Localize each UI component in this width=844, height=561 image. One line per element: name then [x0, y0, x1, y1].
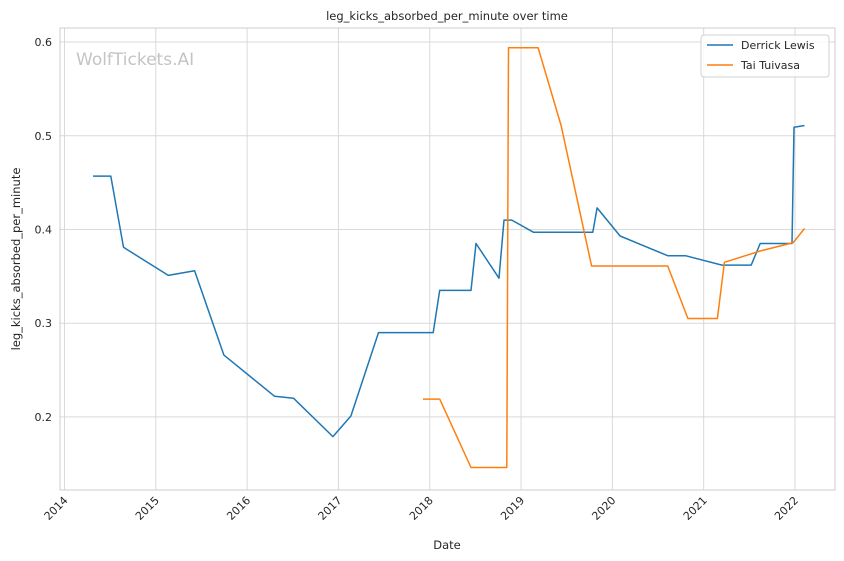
series-line-derrick-lewis: [93, 124, 805, 438]
y-tick-label: 0.5: [35, 130, 53, 143]
series-line-tai-tuivasa: [423, 46, 806, 469]
legend-label-derrick-lewis: Derrick Lewis: [741, 39, 815, 52]
legend-label-tai-tuivasa: Tai Tuivasa: [740, 59, 800, 72]
legend: Derrick Lewis Tai Tuivasa: [700, 34, 830, 78]
watermark: WolfTickets.AI: [76, 50, 194, 70]
y-tick-label: 0.2: [35, 411, 53, 424]
plot-frame: [59, 27, 836, 491]
y-axis-label: leg_kicks_absorbed_per_minute: [9, 168, 23, 351]
y-tick-label: 0.3: [35, 317, 53, 330]
chart-title: leg_kicks_absorbed_per_minute over time: [326, 9, 568, 23]
series-lines: [93, 46, 806, 469]
y-tick-label: 0.4: [35, 223, 53, 236]
x-axis-label: Date: [433, 538, 461, 552]
y-tick-label: 0.6: [35, 36, 53, 49]
